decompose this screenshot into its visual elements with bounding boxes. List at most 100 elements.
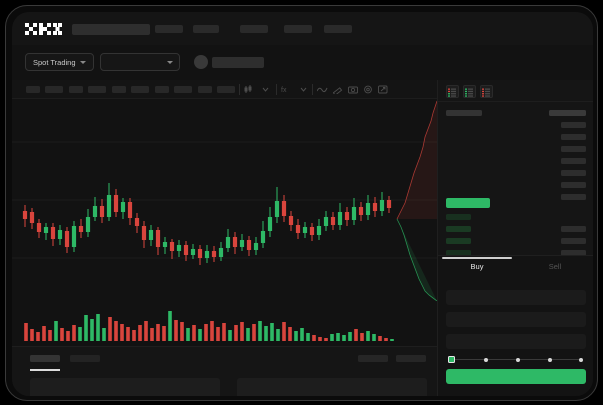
- orderbook-last-price-row: [446, 198, 490, 208]
- orderbook-ask-row[interactable]: [446, 134, 473, 140]
- orderbook-mode-asks-icon[interactable]: [480, 85, 493, 98]
- pair-coin-avatar: [194, 55, 208, 69]
- candlestick-chart-svg: [12, 141, 437, 265]
- order-book-rows[interactable]: [438, 102, 593, 256]
- orderbook-ask-amount: [549, 110, 586, 116]
- orderbook-ask-row[interactable]: [446, 122, 473, 128]
- order-percent-slider[interactable]: [448, 355, 586, 364]
- nav-item-2[interactable]: [193, 25, 219, 33]
- toolbar-divider: [312, 84, 313, 95]
- nav-item-5[interactable]: [324, 25, 352, 33]
- orderbook-bid-amount: [561, 238, 586, 244]
- indicators-icon[interactable]: fx: [281, 85, 291, 94]
- chart-toolbar: fx: [12, 80, 437, 99]
- measure-ruler-icon[interactable]: [333, 85, 343, 94]
- percent-slider-handle[interactable]: [448, 356, 455, 363]
- orderbook-ask-row[interactable]: [446, 158, 473, 164]
- toolbar-divider: [239, 84, 240, 95]
- orderbook-mode-bids-icon[interactable]: [463, 85, 476, 98]
- interval-button[interactable]: [112, 86, 126, 93]
- buy-sell-tabs: Buy Sell: [438, 256, 593, 282]
- fullscreen-icon[interactable]: [378, 85, 388, 94]
- orderbook-ask-amount: [561, 158, 586, 164]
- bottom-tab-open-orders[interactable]: [30, 355, 60, 362]
- order-amount-field[interactable]: [446, 312, 586, 327]
- order-price-field[interactable]: [446, 290, 586, 305]
- order-entry-form: Buy Sell: [438, 255, 593, 396]
- chevron-down-icon[interactable]: [262, 85, 269, 94]
- candlestick-chart[interactable]: [12, 99, 437, 301]
- chevron-down-icon[interactable]: [300, 85, 307, 94]
- percent-dot-100[interactable]: [579, 357, 583, 362]
- nav-item-4[interactable]: [284, 25, 312, 33]
- orderbook-ask-row[interactable]: [446, 182, 473, 188]
- line-tool-icon[interactable]: [317, 85, 328, 94]
- sell-tab[interactable]: Sell: [548, 262, 562, 271]
- market-sub-header: Spot Trading: [12, 45, 593, 100]
- volume-histogram-svg: [24, 311, 394, 341]
- interval-button[interactable]: [26, 86, 40, 93]
- market-depth-overlay: [395, 99, 437, 301]
- bottom-action-hide-other-pairs[interactable]: [358, 355, 388, 362]
- market-type-dropdown[interactable]: Spot Trading: [25, 53, 94, 71]
- candlestick-type-icon[interactable]: [244, 85, 254, 94]
- buy-submit-button[interactable]: [446, 369, 586, 384]
- interval-button[interactable]: [131, 86, 149, 93]
- orderbook-bid-amount: [561, 226, 586, 232]
- bottom-action-cancel-all[interactable]: [396, 355, 426, 362]
- orderbook-ask-amount: [561, 194, 586, 200]
- orderbook-bid-amount: [561, 250, 586, 256]
- settings-gear-icon[interactable]: [363, 85, 373, 94]
- nav-item-3[interactable]: [240, 25, 268, 33]
- bottom-tab-order-history[interactable]: [70, 355, 100, 362]
- orderbook-ask-row[interactable]: [446, 146, 473, 152]
- depth-chart-svg: [396, 100, 437, 301]
- orders-bottom-panel: [12, 346, 437, 396]
- orderbook-bid-row[interactable]: [446, 214, 471, 220]
- device-frame: Spot Trading: [5, 5, 598, 401]
- interval-button[interactable]: [198, 86, 212, 93]
- pair-name-label: [212, 57, 264, 68]
- interval-button[interactable]: [174, 86, 192, 93]
- orderbook-ask-amount: [561, 134, 586, 140]
- buy-tab-active-indicator: [442, 257, 512, 259]
- orderbook-ask-amount: [561, 182, 586, 188]
- market-type-label: Spot Trading: [33, 57, 76, 67]
- order-book-header: [438, 80, 593, 102]
- bottom-card-left: [30, 378, 220, 396]
- svg-text:fx: fx: [281, 87, 287, 94]
- orderbook-ask-row[interactable]: [446, 170, 473, 176]
- interval-button[interactable]: [217, 86, 235, 93]
- chevron-down-icon: [79, 60, 86, 64]
- orderbook-ask-amount: [561, 122, 586, 128]
- percent-dot-50[interactable]: [516, 357, 520, 362]
- nav-item-1[interactable]: [155, 25, 183, 33]
- nav-search-input[interactable]: [72, 24, 150, 35]
- snapshot-camera-icon[interactable]: [348, 85, 358, 94]
- bottom-card-right: [237, 378, 427, 396]
- top-navigation-bar: [12, 12, 593, 45]
- interval-button-active[interactable]: [45, 86, 63, 93]
- buy-tab[interactable]: Buy: [470, 262, 484, 271]
- orderbook-ask-amount: [561, 146, 586, 152]
- volume-histogram: [12, 301, 437, 346]
- toolbar-divider: [276, 84, 277, 95]
- order-book-panel: Buy Sell: [437, 80, 593, 396]
- orderbook-bid-row[interactable]: [446, 226, 471, 232]
- interval-button[interactable]: [88, 86, 106, 93]
- orderbook-ask-amount: [561, 170, 586, 176]
- interval-button[interactable]: [69, 86, 83, 93]
- percent-dot-25[interactable]: [484, 357, 488, 362]
- orderbook-bid-row[interactable]: [446, 250, 471, 256]
- orderbook-ask-row[interactable]: [446, 110, 482, 116]
- orderbook-bid-row[interactable]: [446, 238, 471, 244]
- bottom-tab-active-indicator: [30, 369, 60, 371]
- trading-app-root: Spot Trading: [12, 12, 593, 396]
- orderbook-mode-both-icon[interactable]: [446, 85, 459, 98]
- chevron-down-icon: [167, 60, 173, 64]
- order-total-field[interactable]: [446, 334, 586, 349]
- percent-dot-75[interactable]: [548, 357, 552, 362]
- okx-logo[interactable]: [25, 23, 63, 35]
- trading-pair-selector[interactable]: [100, 53, 180, 71]
- interval-button[interactable]: [155, 86, 169, 93]
